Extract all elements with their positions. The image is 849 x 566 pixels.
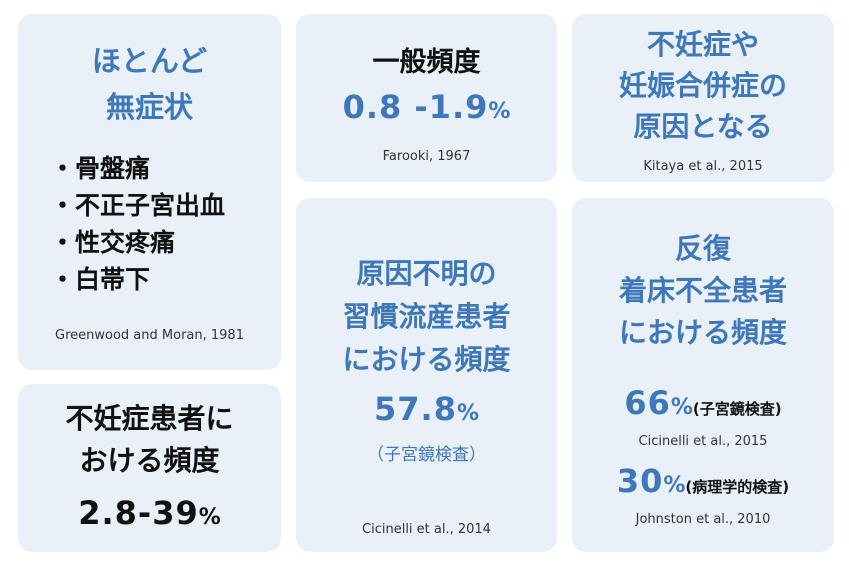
card-general-frequency: 一般頻度 0.8 -1.9% Farooki, 1967 <box>296 14 557 182</box>
frequency-pathology: 30%(病理学的検査) <box>616 462 790 500</box>
card-infertility-title: 不妊症患者に おける頻度 <box>65 402 234 477</box>
card-asymptomatic-title: ほとんど 無症状 <box>91 44 208 124</box>
card-cause-title: 不妊症や 妊娠合併症の 原因となる <box>618 28 787 143</box>
frequency-value: 2.8-39% <box>78 494 221 532</box>
card-general-frequency-label: 一般頻度 <box>372 47 481 78</box>
citation: Greenwood and Moran, 1981 <box>55 328 244 343</box>
citation: Farooki, 1967 <box>382 149 471 164</box>
card-implantation-failure: 反復 着床不全患者 における頻度 66%(子宮鏡検査) Cicinelli et… <box>572 198 834 552</box>
card-recurrent-miscarriage: 原因不明の 習慣流産患者 における頻度 57.8% （子宮鏡検査） Cicine… <box>296 198 557 552</box>
citation: Cicinelli et al., 2015 <box>638 434 768 449</box>
frequency-value: 0.8 -1.9% <box>342 88 511 126</box>
citation: Johnston et al., 2010 <box>635 512 771 527</box>
symptom-list: ・骨盤痛 ・不正子宮出血 ・性交疼痛 ・白帯下 <box>50 150 225 298</box>
citation: Kitaya et al., 2015 <box>643 159 763 174</box>
frequency-hysteroscopy: 66%(子宮鏡検査) <box>624 384 782 422</box>
symptom-item: ・白帯下 <box>50 265 151 294</box>
card-asymptomatic: ほとんど 無症状 ・骨盤痛 ・不正子宮出血 ・性交疼痛 ・白帯下 Greenwo… <box>18 14 281 370</box>
frequency-value: 57.8% <box>374 390 479 428</box>
symptom-item: ・不正子宮出血 <box>50 191 226 220</box>
card-implantation-title: 反復 着床不全患者 における頻度 <box>618 232 787 349</box>
method-label: （子宮鏡検査） <box>367 445 486 465</box>
citation: Cicinelli et al., 2014 <box>362 522 491 537</box>
card-cause: 不妊症や 妊娠合併症の 原因となる Kitaya et al., 2015 <box>572 14 834 182</box>
symptom-item: ・性交疼痛 <box>50 228 176 257</box>
card-infertility-frequency: 不妊症患者に おける頻度 2.8-39% <box>18 384 281 552</box>
symptom-item: ・骨盤痛 <box>50 154 151 183</box>
card-recurrent-miscarriage-title: 原因不明の 習慣流産患者 における頻度 <box>342 257 511 376</box>
